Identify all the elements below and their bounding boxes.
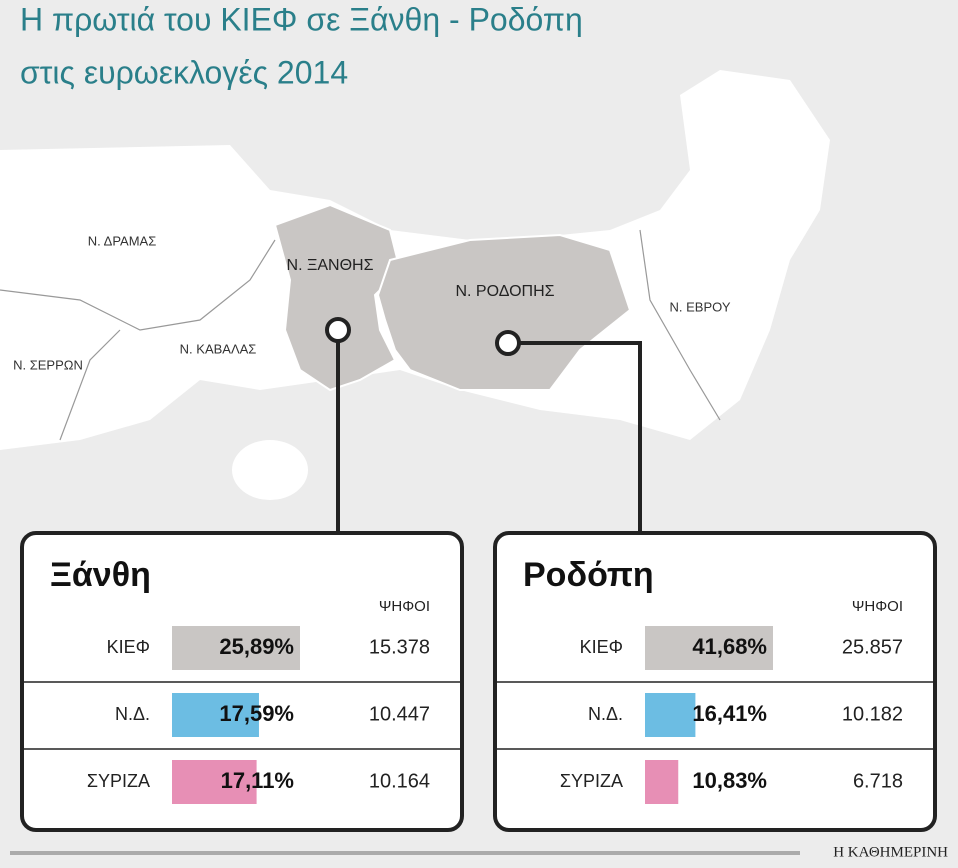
panel-title: Ξάνθη — [50, 556, 151, 594]
votes: 10.164 — [369, 770, 430, 792]
borders — [0, 229, 721, 441]
votes: 6.718 — [853, 770, 903, 792]
votes: 15.378 — [369, 636, 430, 658]
panel-title: Ροδόπη — [523, 556, 654, 594]
connector — [336, 340, 642, 533]
party: ΚΙΕΦ — [107, 637, 150, 657]
percent-label: 17,59% — [219, 701, 294, 726]
source: Η ΚΑΘΗΜΕΡΙΝΗ — [833, 844, 948, 860]
percent-label: 17,11% — [221, 768, 294, 793]
xanthi-region — [273, 203, 402, 392]
votes: 10.447 — [369, 703, 430, 725]
votes: 10.182 — [842, 703, 903, 725]
party: ΣΥΡΙΖΑ — [560, 771, 623, 791]
title: στις ευρωεκλογές 2014 — [20, 54, 348, 90]
panels: Ξάνθη ΨΗΦΟΙ ΚΙΕΦ 25,89% 15.378 Ν.Δ. 17,59% 10.4… — [20, 531, 937, 832]
party: ΚΙΕΦ — [580, 637, 623, 657]
party: ΣΥΡΙΖΑ — [87, 771, 150, 791]
party: Ν.Δ. — [588, 704, 623, 724]
location-marker — [495, 330, 521, 356]
percent-label: 16,41% — [692, 701, 767, 726]
rodopi-region — [376, 233, 632, 391]
map-label: Ν. ΞΑΝΘΗΣ — [287, 257, 374, 274]
votes-header: ΨΗΦΟΙ — [379, 598, 430, 615]
percent-label: 41,68% — [692, 634, 767, 659]
location-marker — [325, 317, 351, 343]
bar — [172, 693, 259, 737]
map-label: Ν. ΡΟΔΟΠΗΣ — [455, 283, 554, 300]
title: Η πρωτιά του ΚΙΕΦ σε Ξάνθη - Ροδόπη — [20, 1, 583, 37]
map-label: Ν. ΚΑΒΑΛΑΣ — [180, 341, 257, 356]
votes: 25.857 — [842, 636, 903, 658]
bar — [172, 760, 257, 804]
bar — [645, 693, 696, 737]
bar — [645, 626, 773, 670]
bar — [645, 760, 679, 804]
percent-label: 10,83% — [692, 768, 767, 793]
map-label: Ν. ΔΡΑΜΑΣ — [88, 233, 157, 248]
map-label: Ν. ΣΕΡΡΩΝ — [13, 357, 83, 372]
bar — [172, 626, 300, 670]
island — [232, 440, 308, 500]
votes-header: ΨΗΦΟΙ — [852, 598, 903, 615]
party: Ν.Δ. — [115, 704, 150, 724]
percent-label: 25,89% — [219, 634, 294, 659]
map-label: Ν. ΕΒΡΟΥ — [670, 299, 731, 314]
